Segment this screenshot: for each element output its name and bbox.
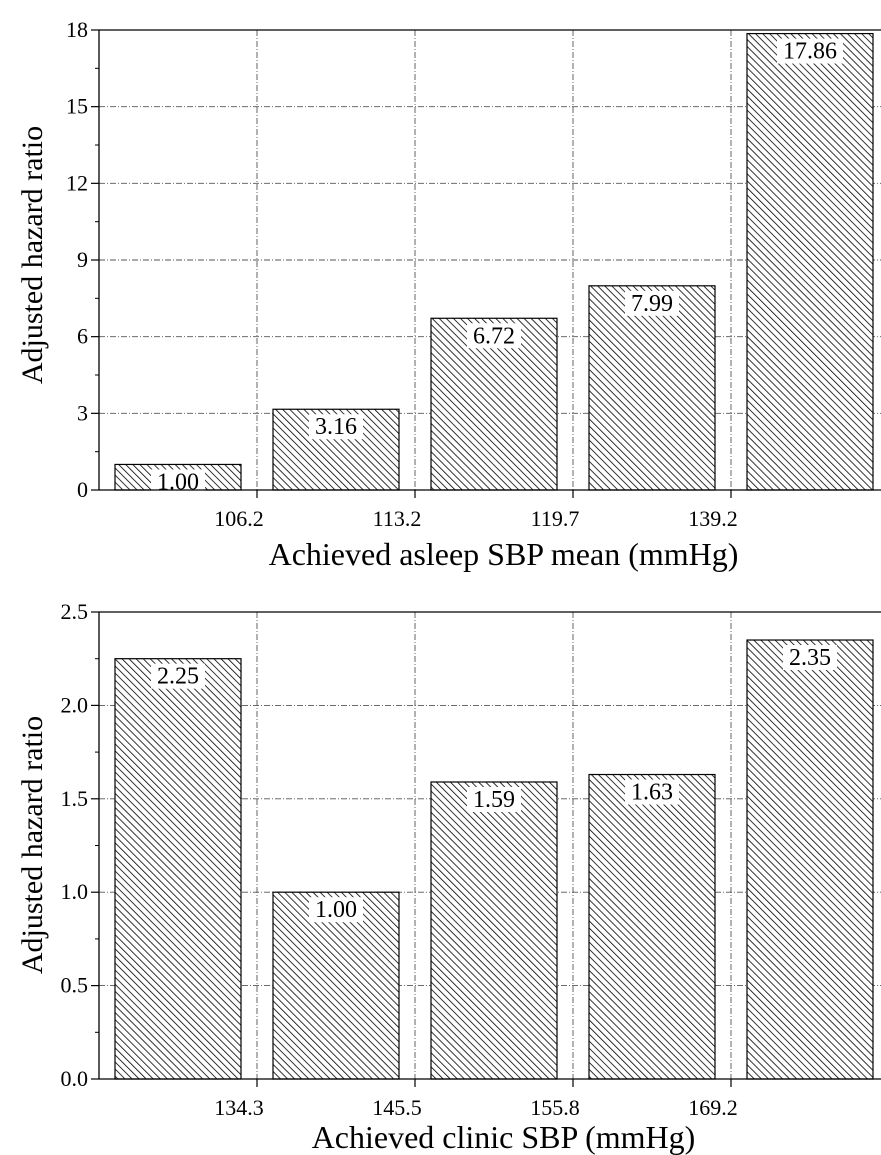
bar-value-label: 3.16 xyxy=(315,414,357,440)
y-tick-label: 12 xyxy=(66,170,88,195)
bar-value-label: 1.00 xyxy=(315,897,357,923)
bar-value-label: 1.59 xyxy=(473,787,515,813)
bar xyxy=(588,285,716,491)
x-tick-label: 145.5 xyxy=(372,1095,422,1120)
y-tick-label: 18 xyxy=(66,17,88,42)
x-tick-label: 169.2 xyxy=(688,1095,738,1120)
bar-label-bg xyxy=(625,779,679,805)
y-axis-title: Adjusted hazard ratio xyxy=(16,716,49,974)
y-tick-label: 0.5 xyxy=(61,973,89,998)
x-tick-label: 134.3 xyxy=(214,1095,264,1120)
x-axis-title: Achieved asleep SBP mean (mmHg) xyxy=(269,536,739,572)
y-tick-label: 1.5 xyxy=(61,786,89,811)
y-axis-title: Adjusted hazard ratio xyxy=(16,126,49,384)
bar xyxy=(114,658,242,1080)
bar-label-bg xyxy=(777,38,843,64)
bar xyxy=(588,773,716,1080)
x-tick-label: 139.2 xyxy=(688,506,738,531)
y-tick-label: 3 xyxy=(77,400,88,425)
bar xyxy=(746,32,874,491)
bar-value-label: 6.72 xyxy=(473,323,515,349)
bar-label-bg xyxy=(151,663,205,689)
bar-value-label: 1.63 xyxy=(631,780,673,806)
bar-label-bg xyxy=(309,897,363,923)
bar-value-label: 7.99 xyxy=(631,291,673,317)
bar xyxy=(430,781,558,1080)
bar-label-bg xyxy=(467,786,521,812)
bar-value-label: 1.00 xyxy=(157,469,199,495)
x-axis-title: Achieved clinic SBP (mmHg) xyxy=(312,1119,696,1155)
chart-clinic-sbp: 2.25 1.00 1.59 1.63 2.35 0.0 0.5 1.0 1.5 2.0 2.5 13… xyxy=(16,599,881,1155)
bar-label-bg xyxy=(783,645,837,671)
y-tick-label: 15 xyxy=(66,94,88,119)
bar-value-label: 17.86 xyxy=(783,39,837,65)
bar-label-bg xyxy=(625,290,679,316)
bar-label-bg xyxy=(467,323,521,349)
bar xyxy=(272,891,400,1080)
y-tick-label: 1.0 xyxy=(61,879,89,904)
y-tick-label: 0.0 xyxy=(61,1066,89,1091)
x-tick-label: 119.7 xyxy=(531,506,580,531)
y-tick-label: 9 xyxy=(77,247,88,272)
bar-value-label: 2.35 xyxy=(789,645,831,671)
bar-value-label: 2.25 xyxy=(157,664,199,690)
x-tick-label: 106.2 xyxy=(214,506,264,531)
x-tick-label: 113.2 xyxy=(373,506,422,531)
bar xyxy=(272,408,400,491)
bar-label-bg xyxy=(309,414,363,440)
y-tick-label: 6 xyxy=(77,324,88,349)
chart-asleep-sbp: 1.00 3.16 6.72 7.99 17.86 0 3 6 9 12 15 18 106.2 113.… xyxy=(16,17,881,572)
bar xyxy=(746,639,874,1080)
y-tick-label: 2.0 xyxy=(61,692,89,717)
x-tick-label: 155.8 xyxy=(530,1095,580,1120)
y-tick-label: 2.5 xyxy=(61,599,89,624)
y-tick-label: 0 xyxy=(77,477,88,502)
